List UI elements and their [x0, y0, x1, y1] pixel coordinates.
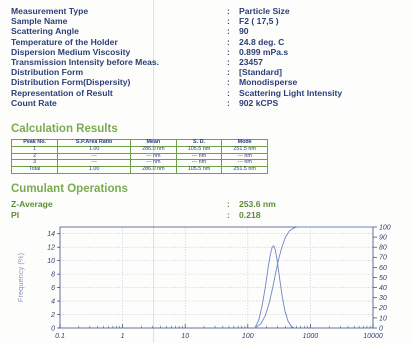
cumulant-label: Z-Average	[11, 199, 53, 209]
colon: :	[227, 56, 230, 67]
table-header-row: Peak No. S.P.Area Ratio Mean S. D. Mode	[10, 139, 268, 147]
colon: :	[227, 46, 230, 57]
parameter-row: Distribution Form: [Standard]	[11, 67, 406, 77]
parameter-row: Representation of Result: Scattering Ligh…	[11, 88, 406, 98]
table-row: 1 1.00 286.0 nm 105.5 nm 251.5 nm	[10, 145, 268, 154]
parameter-value: [Standard]	[239, 67, 282, 78]
y-right-tick-label: 70	[379, 255, 387, 262]
table-row: Total 1.00 286.0 nm 105.5 nm 251.5 nm	[10, 166, 268, 174]
frequency-curve	[254, 245, 295, 329]
parameter-row: Dispersion Medium Viscosity:0.899 mPa.s	[11, 47, 406, 57]
x-tick-label: 0.1	[55, 333, 65, 340]
calculation-results-title: Calculation Results	[11, 123, 118, 135]
parameter-label: Dispersion Medium Viscosity	[11, 46, 131, 57]
y-right-tick-label: 50	[379, 275, 387, 282]
parameter-value: 23457	[239, 56, 263, 67]
parameter-label: Scattering Angle	[11, 26, 79, 37]
calculation-results-table: Peak No. S.P.Area Ratio Mean S. D. Mode 1 1.0…	[10, 139, 268, 174]
parameter-row: Measurement Type: Particle Size	[11, 6, 406, 16]
colon: :	[227, 87, 230, 98]
colon: :	[227, 199, 230, 209]
parameter-label: Count Rate	[11, 97, 57, 108]
colon: :	[227, 6, 230, 16]
table-cell: Total	[10, 166, 59, 174]
table-cell: 251.5 nm	[221, 166, 268, 174]
x-tick-label: 100	[242, 333, 254, 340]
colon: :	[227, 97, 230, 108]
parameter-value: 90	[239, 26, 249, 37]
y-right-tick-label: 20	[378, 305, 387, 312]
x-tick-label: 10	[181, 333, 189, 340]
table-cell: 105.5 nm	[175, 166, 223, 174]
y-right-tick-label: 40	[379, 285, 387, 292]
cumulant-label: PI	[11, 210, 20, 220]
parameter-row: Count Rate:902 kCPS	[11, 98, 406, 108]
parameter-label: Distribution Form(Dispersity)	[11, 77, 131, 88]
colon: :	[227, 26, 230, 37]
parameter-row: Transmission Intensity before Meas.:2345…	[11, 57, 406, 67]
x-tick-label: 1000	[303, 333, 319, 340]
colon: :	[227, 67, 230, 78]
y-left-tick-label: 2	[50, 312, 55, 319]
parameter-value: 902 kCPS	[239, 97, 279, 108]
cumulant-row-z-average: Z-Average : 253.6 nm	[11, 199, 276, 209]
y-left-tick-label: 10	[47, 258, 55, 265]
colon: :	[227, 16, 230, 27]
cumulant-value: 0.218	[239, 210, 261, 220]
parameter-label: Temperature of the Holder	[11, 36, 118, 47]
table-cell: 1.00	[57, 166, 132, 174]
y-right-tick-label: 10	[379, 315, 387, 322]
parameter-row: Scattering Angle:90	[11, 26, 406, 36]
y-right-tick-label: 30	[379, 295, 387, 302]
y-left-tick-label: 14	[47, 231, 55, 238]
parameter-label: Measurement Type	[11, 6, 89, 16]
parameter-value: Monodisperse	[239, 77, 298, 88]
y-right-tick-label: 90	[379, 235, 387, 242]
parameter-label: Transmission Intensity before Meas.	[11, 56, 160, 67]
y-right-tick-label: 0	[379, 325, 383, 332]
table-row: 2 --- --- nm --- nm --- nm	[10, 152, 268, 161]
table-row: 3 --- --- nm --- nm --- nm	[10, 159, 268, 168]
cumulant-operations-title: Cumulant Operations	[11, 183, 128, 195]
x-tick-label: 1	[121, 333, 125, 340]
parameter-label: Sample Name	[11, 16, 68, 27]
colon: :	[227, 77, 230, 88]
parameter-value: 24.8 deg. C	[239, 36, 285, 47]
parameter-label: Representation of Result	[11, 87, 113, 98]
parameter-value: F2 ( 17,5 )	[239, 16, 279, 27]
y-right-tick-label: 80	[379, 245, 387, 252]
y-left-tick-label: 8	[51, 272, 55, 279]
y-right-tick-label: 100	[379, 224, 391, 231]
particle-size-distribution-chart: 0 2 4 6 8 10 12 14 0 10 20 30 40 50 60 70 80 90 100 0.1 1 10 1…	[16, 224, 391, 340]
parameter-row: Temperature of the Holder:24.8 deg. C	[11, 37, 406, 47]
parameter-value: Scattering Light Intensity	[239, 87, 343, 98]
y-left-tick-label: 4	[51, 298, 55, 305]
y-left-tick-label: 6	[51, 285, 55, 292]
parameter-label: Distribution Form	[11, 67, 84, 78]
parameter-row: Sample Name: F2 ( 17,5 )	[11, 16, 406, 26]
parameter-row: Distribution Form(Dispersity): Monodisper…	[11, 77, 406, 87]
cumulative-curve	[254, 226, 373, 329]
cumulant-value: 253.6 nm	[239, 199, 276, 209]
y-axis-label: Frequency (%)	[16, 252, 25, 302]
parameter-value: 0.899 mPa.s	[239, 46, 289, 57]
colon: :	[227, 210, 230, 220]
y-left-tick-label: 12	[47, 245, 55, 252]
y-left-tick-label: 0	[51, 325, 55, 332]
plot-frame	[59, 226, 374, 329]
table-cell: 286.0 nm	[130, 166, 177, 174]
y-right-tick-label: 60	[379, 265, 387, 272]
colon: :	[227, 36, 230, 47]
parameter-value: Particle Size	[239, 6, 290, 16]
x-tick-label: 10000	[363, 333, 383, 340]
measurement-parameters: Measurement Type: Particle Size Sample Nam…	[11, 6, 406, 108]
cumulant-row-pi: PI : 0.218	[11, 210, 261, 220]
